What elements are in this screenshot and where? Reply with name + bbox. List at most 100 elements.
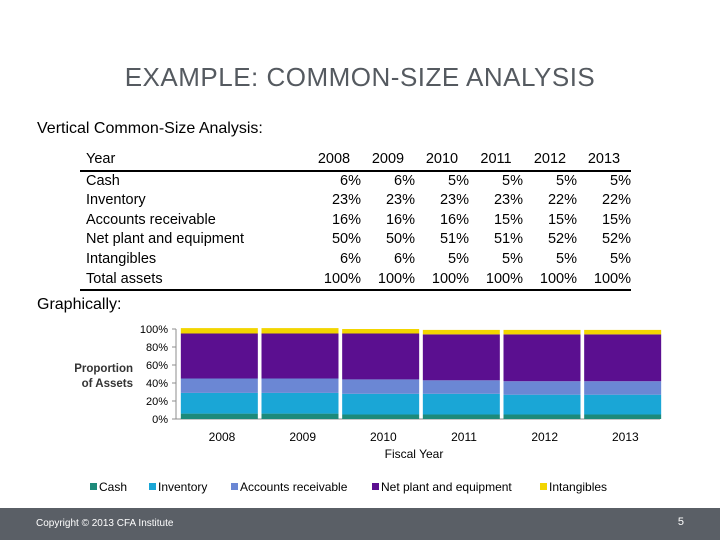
legend-swatch	[231, 483, 238, 490]
x-tick-label: 2013	[612, 430, 639, 444]
table-cell: 22%	[601, 192, 631, 209]
legend-label: Cash	[99, 480, 127, 494]
x-tick-label: 2011	[451, 430, 477, 444]
table-cell: 5%	[610, 250, 631, 267]
row-label: Inventory	[86, 192, 146, 209]
table-cell: 52%	[547, 231, 577, 248]
table-row: Accounts receivable 16% 16% 16% 15% 15% …	[80, 211, 631, 231]
bar-segment	[180, 328, 258, 334]
table-row-total: Total assets 100% 100% 100% 100% 100% 10…	[80, 269, 631, 292]
table-row: Intangibles 6% 6% 5% 5% 5% 5%	[80, 250, 631, 270]
footer-bar: Copyright © 2013 CFA Institute 5	[0, 508, 720, 540]
table-cell: 6%	[394, 250, 415, 267]
table-row: Cash 6% 6% 5% 5% 5% 5%	[80, 171, 631, 192]
row-label: Net plant and equipment	[86, 231, 244, 248]
row-label: Accounts receivable	[86, 211, 216, 228]
bar-segment	[342, 414, 420, 419]
table-cell: 6%	[340, 172, 361, 189]
year-col-header: 2009	[361, 150, 415, 172]
bar-segment	[584, 381, 662, 395]
legend-swatch	[540, 483, 547, 490]
table-cell: 5%	[502, 172, 523, 189]
copyright-text: Copyright © 2013 CFA Institute	[36, 518, 174, 529]
page-number: 5	[677, 516, 684, 528]
bar-segment	[584, 334, 662, 382]
legend-swatch	[149, 483, 156, 490]
table-cell: 100%	[577, 269, 631, 292]
row-label: Total assets	[80, 269, 307, 292]
x-axis-label: Fiscal Year	[385, 447, 444, 461]
bar-segment	[422, 329, 500, 335]
legend-label: Inventory	[158, 480, 207, 494]
y-tick-label: 100%	[140, 324, 168, 336]
table-cell: 100%	[361, 269, 415, 292]
table-cell: 23%	[439, 192, 469, 209]
y-tick-label: 0%	[152, 414, 168, 426]
bar-segment	[422, 380, 500, 394]
bar-segment	[261, 328, 339, 334]
table-cell: 16%	[331, 211, 361, 228]
bar-segment	[180, 378, 258, 393]
table-cell: 6%	[340, 250, 361, 267]
x-tick-label: 2008	[209, 430, 236, 444]
y-tick-label: 60%	[146, 360, 168, 372]
table-cell: 52%	[601, 231, 631, 248]
bar-segment	[261, 392, 339, 414]
stacked-bar-chart: 0% 20% 40% 60% 80% 100% Proportion of Assets 200…	[74, 324, 662, 494]
y-tick-label: 20%	[146, 396, 168, 408]
row-label: Cash	[86, 172, 120, 189]
bar-segment	[422, 414, 500, 419]
bar-segment	[503, 394, 581, 415]
bar-segment	[584, 394, 662, 415]
bar-segment	[503, 414, 581, 419]
year-col-header: 2011	[469, 150, 523, 172]
x-tick-label: 2012	[531, 430, 558, 444]
bar-segment	[584, 329, 662, 335]
bar-segment	[422, 334, 500, 381]
legend-swatch	[90, 483, 97, 490]
table-row: Net plant and equipment 50% 50% 51% 51% …	[80, 230, 631, 250]
bar-segment	[342, 333, 420, 380]
bar-segment	[261, 378, 339, 393]
table-header-row: Year 2008 2009 2010 2011 2012 2013	[80, 150, 631, 172]
year-col-header: 2013	[577, 150, 631, 172]
table-row: Inventory 23% 23% 23% 23% 22% 22%	[80, 191, 631, 211]
slide-title: EXAMPLE: COMMON-SIZE ANALYSIS	[124, 62, 596, 92]
bar-segment	[503, 381, 581, 395]
table-cell: 5%	[502, 250, 523, 267]
legend-label: Intangibles	[549, 480, 607, 494]
bar-segment	[422, 393, 500, 415]
bar-segment	[503, 334, 581, 382]
bar-segment	[261, 333, 339, 379]
bar-segment	[503, 329, 581, 335]
y-axis-label: Proportion	[74, 363, 133, 375]
row-label: Intangibles	[86, 250, 157, 267]
legend-swatch	[372, 483, 379, 490]
graph-label: Graphically:	[37, 296, 122, 313]
legend-label: Accounts receivable	[240, 480, 348, 494]
x-tick-label: 2010	[370, 430, 397, 444]
year-col-header: 2012	[523, 150, 577, 172]
table-cell: 16%	[385, 211, 415, 228]
table-cell: 100%	[523, 269, 577, 292]
table-cell: 5%	[448, 172, 469, 189]
legend-label: Net plant and equipment	[381, 480, 512, 494]
table-cell: 100%	[469, 269, 523, 292]
table-cell: 5%	[556, 250, 577, 267]
year-col-header: 2008	[307, 150, 361, 172]
table-cell: 51%	[439, 231, 469, 248]
table-cell: 15%	[493, 211, 523, 228]
table-cell: 100%	[307, 269, 361, 292]
table-cell: 5%	[556, 172, 577, 189]
year-col-header: 2010	[415, 150, 469, 172]
table-cell: 100%	[415, 269, 469, 292]
bar-segment	[180, 392, 258, 414]
table-cell: 5%	[448, 250, 469, 267]
table-cell: 15%	[547, 211, 577, 228]
y-tick-label: 40%	[146, 378, 168, 390]
year-header: Year	[80, 150, 307, 172]
table-cell: 22%	[547, 192, 577, 209]
table-cell: 23%	[331, 192, 361, 209]
bar-segment	[180, 333, 258, 379]
section-subtitle: Vertical Common-Size Analysis:	[37, 120, 263, 137]
